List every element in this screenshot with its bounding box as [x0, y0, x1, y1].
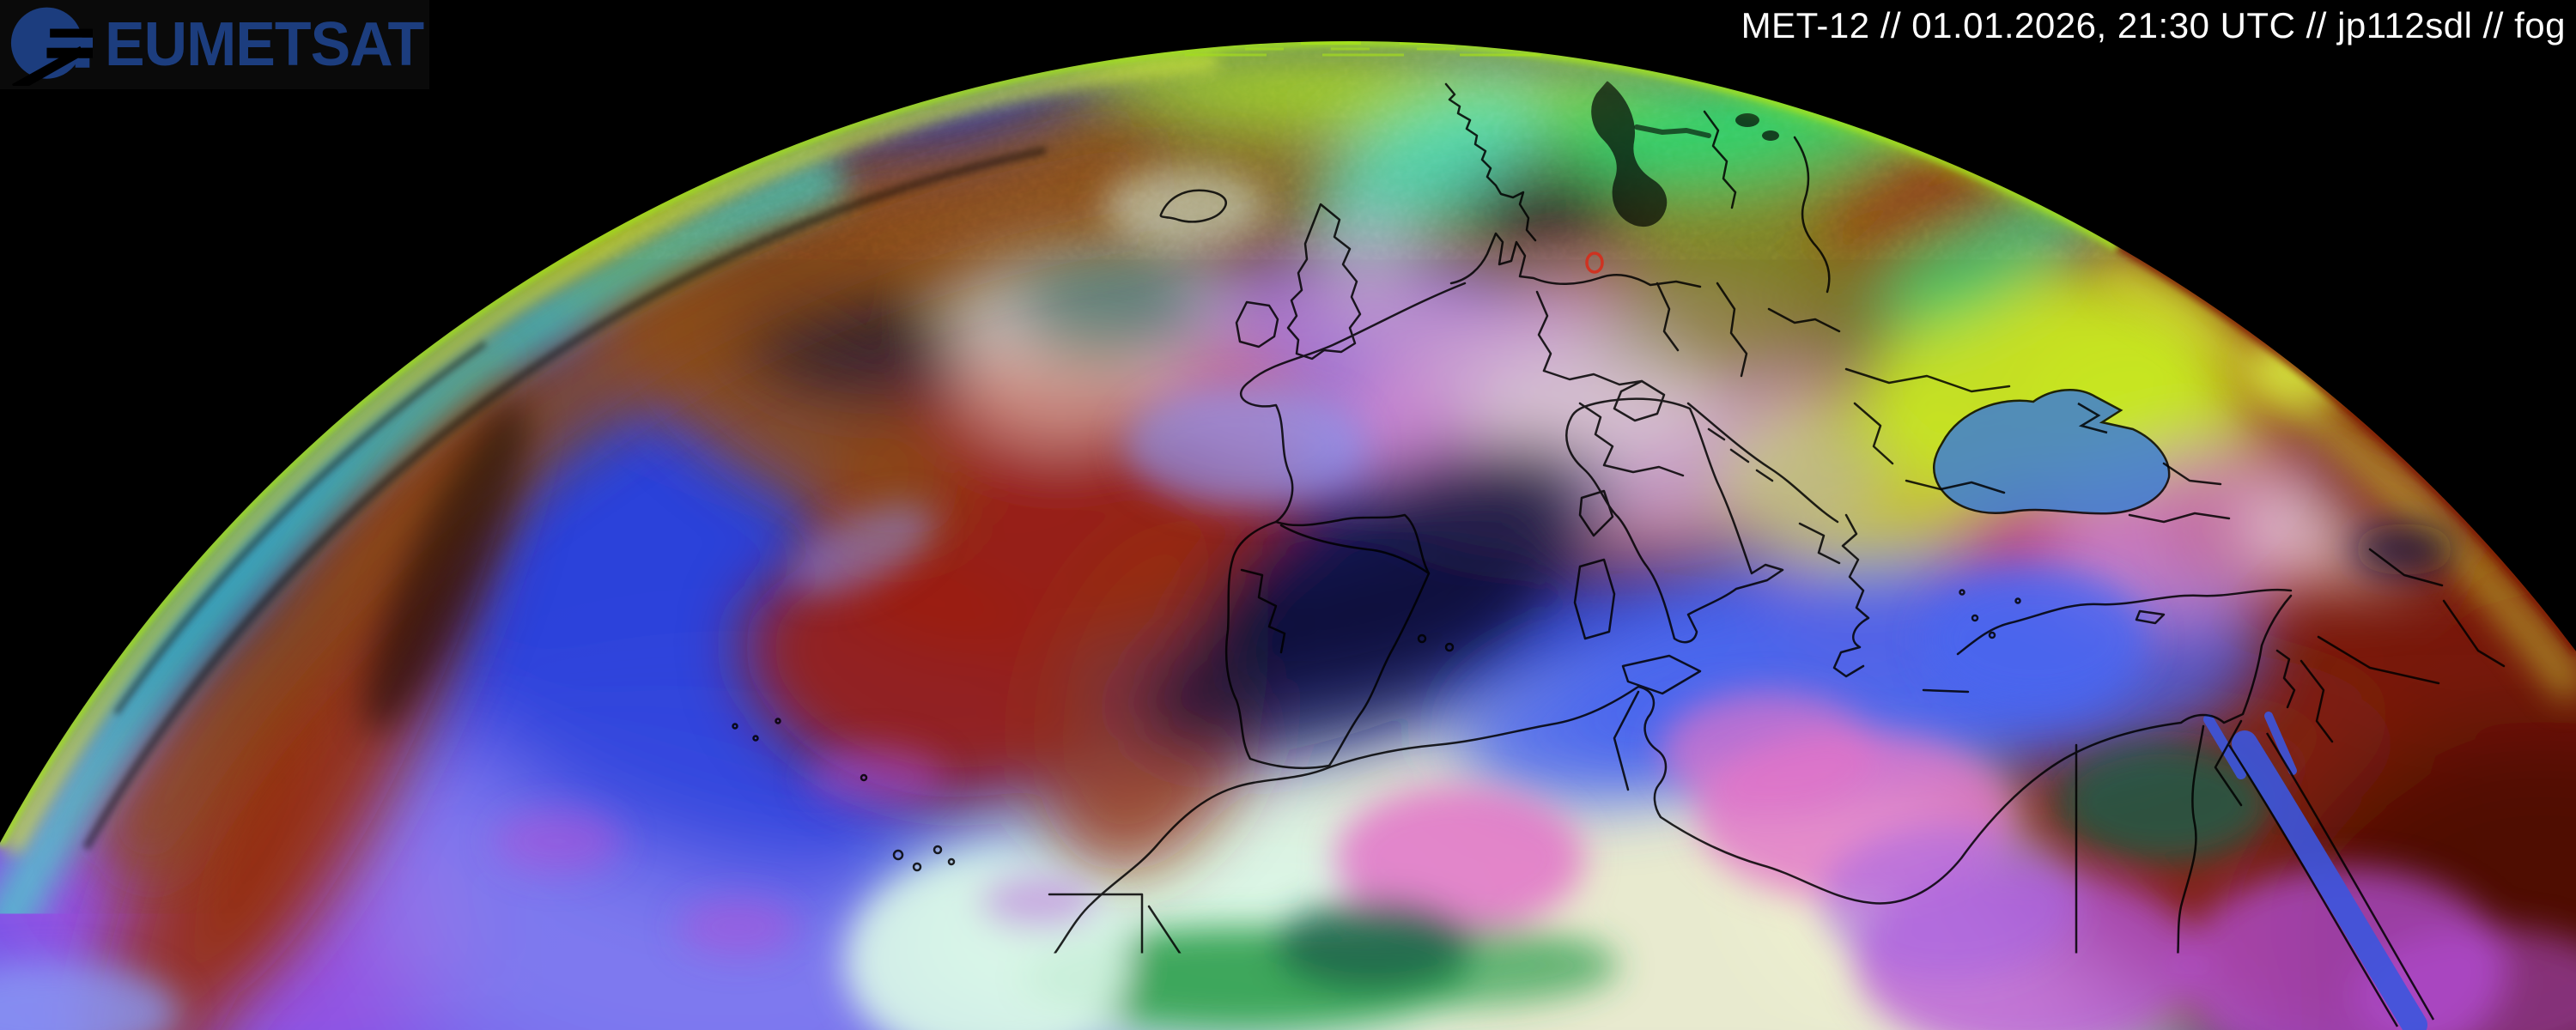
eumetsat-globe-icon [10, 3, 93, 86]
eumetsat-logo-text: EUMETSAT [105, 9, 423, 80]
lake-ladoga [1735, 113, 1759, 127]
eumetsat-logo: EUMETSAT [0, 0, 429, 89]
satellite-viewer: EUMETSAT MET-12 // 01.01.2026, 21:30 UTC… [0, 0, 2576, 1030]
image-annotation: MET-12 // 01.01.2026, 21:30 UTC // jp112… [1741, 5, 2566, 46]
lake-onega [1762, 130, 1779, 141]
satellite-image [0, 0, 2576, 1030]
